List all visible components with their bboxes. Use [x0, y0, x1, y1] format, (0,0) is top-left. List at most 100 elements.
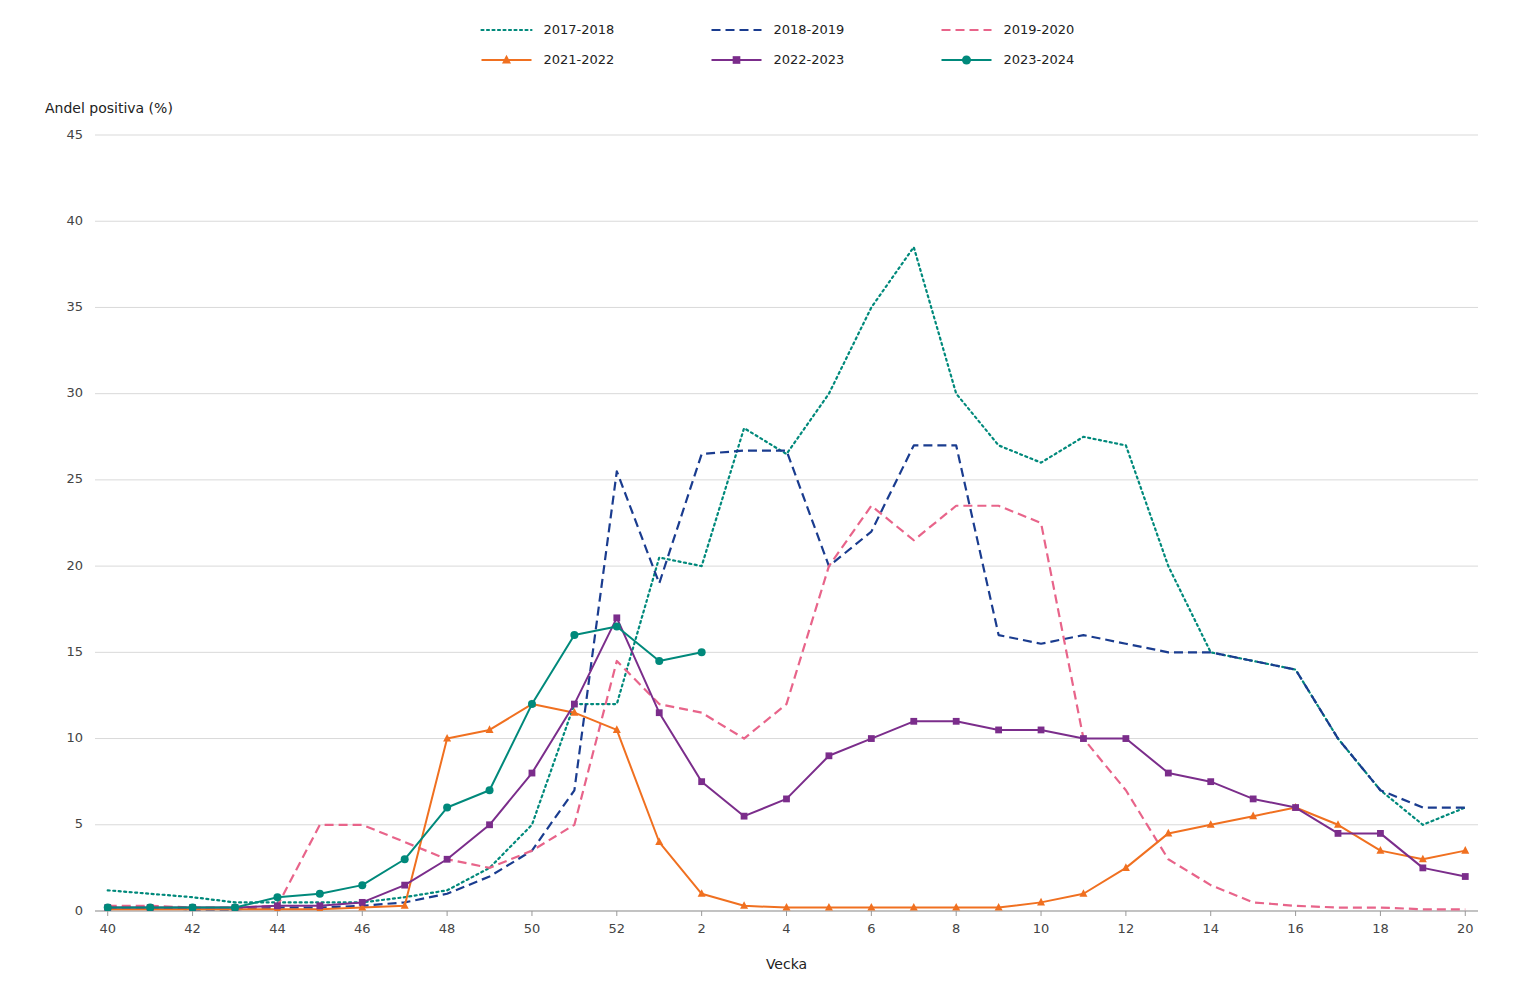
marker-circle	[655, 657, 663, 665]
marker-square	[698, 778, 705, 785]
marker-circle	[189, 904, 197, 911]
marker-square	[1335, 830, 1342, 837]
x-tick-label: 4	[782, 921, 790, 936]
x-tick	[701, 911, 702, 916]
plot-area	[104, 247, 1470, 911]
series-line	[108, 445, 1466, 909]
legend-label: 2022-2023	[774, 52, 845, 67]
legend-label: 2018-2019	[774, 22, 845, 37]
marker-triangle	[1164, 829, 1172, 837]
marker-square	[910, 718, 917, 725]
marker-circle	[146, 904, 154, 911]
grid-line	[95, 738, 1478, 739]
x-tick-label: 14	[1202, 921, 1219, 936]
marker-square	[529, 770, 536, 777]
x-tick	[1295, 911, 1296, 916]
marker-square	[1165, 770, 1172, 777]
x-tick	[616, 911, 617, 916]
marker-triangle	[1376, 846, 1384, 854]
marker-triangle	[1249, 812, 1257, 820]
marker-circle	[358, 881, 366, 889]
marker-triangle	[1419, 855, 1427, 863]
x-tick	[871, 911, 872, 916]
y-tick-label: 0	[75, 903, 83, 918]
marker-triangle	[1122, 863, 1130, 871]
y-tick-label: 30	[66, 385, 83, 400]
marker-circle	[316, 890, 324, 898]
marker-circle	[528, 700, 536, 708]
x-tick	[786, 911, 787, 916]
x-tick-label: 52	[609, 921, 626, 936]
marker-triangle	[443, 734, 451, 742]
x-tick-label: 42	[184, 921, 201, 936]
marker-circle	[104, 904, 112, 911]
marker-triangle	[783, 903, 791, 911]
legend-swatch	[482, 29, 532, 31]
x-tick	[192, 911, 193, 916]
marker-circle	[401, 855, 409, 863]
marker-square	[613, 614, 620, 621]
x-tick-label: 44	[269, 921, 286, 936]
grid-line	[95, 135, 1478, 136]
marker-square	[189, 904, 196, 911]
y-tick-label: 35	[66, 299, 83, 314]
marker-square	[733, 56, 741, 64]
marker-circle	[231, 904, 239, 911]
x-tick-label: 16	[1287, 921, 1304, 936]
x-tick	[1125, 911, 1126, 916]
legend-label: 2017-2018	[544, 22, 615, 37]
x-tick-label: 48	[439, 921, 456, 936]
marker-triangle	[1037, 898, 1045, 906]
grid-line	[95, 393, 1478, 394]
grid	[95, 135, 1478, 911]
marker-triangle	[613, 725, 621, 733]
x-tick-label: 20	[1457, 921, 1474, 936]
x-tick	[107, 911, 108, 916]
marker-circle	[962, 56, 971, 65]
series-line	[108, 626, 702, 907]
marker-triangle	[740, 901, 748, 909]
x-tick	[1210, 911, 1211, 916]
x-tick	[277, 911, 278, 916]
marker-square	[826, 752, 833, 759]
x-tick	[1380, 911, 1381, 916]
marker-square	[359, 899, 366, 906]
marker-square	[995, 727, 1002, 734]
series-line	[108, 247, 1466, 902]
x-tick-label: 8	[952, 921, 960, 936]
series-line	[108, 506, 1466, 910]
marker-triangle	[1461, 846, 1469, 854]
marker-triangle	[1334, 820, 1342, 828]
series-line	[108, 704, 1466, 909]
marker-square	[1292, 804, 1299, 811]
x-tick-label: 6	[867, 921, 875, 936]
marker-square	[316, 902, 323, 909]
marker-triangle	[825, 903, 833, 911]
grid-line	[95, 652, 1478, 653]
x-tick-label: 18	[1372, 921, 1389, 936]
x-tick-label: 40	[99, 921, 116, 936]
marker-triangle	[502, 55, 511, 64]
marker-circle	[443, 804, 451, 812]
y-tick-label: 20	[66, 558, 83, 573]
x-tick	[1041, 911, 1042, 916]
grid-line	[95, 221, 1478, 222]
x-tick	[956, 911, 957, 916]
marker-square	[741, 813, 748, 820]
legend: 2017-20182018-20192019-20202021-20222022…	[482, 22, 1075, 67]
marker-square	[868, 735, 875, 742]
marker-circle	[486, 786, 494, 794]
marker-square	[953, 718, 960, 725]
marker-square	[104, 904, 111, 911]
x-tick	[531, 911, 532, 916]
marker-triangle	[486, 725, 494, 733]
x-tick-label: 50	[524, 921, 541, 936]
y-tick-label: 45	[66, 127, 83, 142]
marker-square	[232, 904, 239, 911]
marker-square	[444, 856, 451, 863]
marker-square	[1122, 735, 1129, 742]
x-tick	[1465, 911, 1466, 916]
marker-circle	[570, 631, 578, 639]
legend-label: 2023-2024	[1004, 52, 1075, 67]
marker-square	[1419, 864, 1426, 871]
